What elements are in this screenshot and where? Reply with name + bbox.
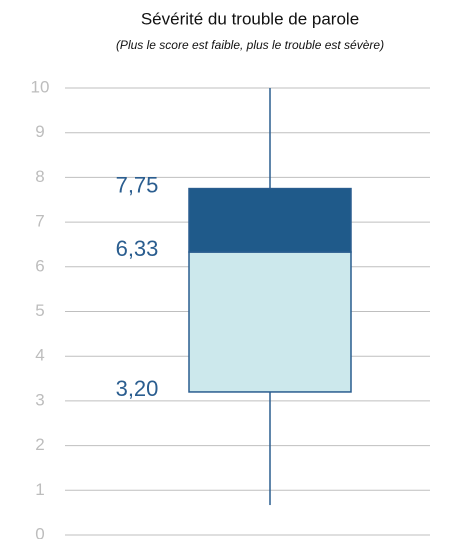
value-label: 7,75 [116, 172, 159, 197]
y-tick-label: 6 [35, 256, 44, 275]
y-tick-label: 10 [31, 77, 50, 96]
box-upper [188, 187, 352, 253]
y-tick-label: 5 [35, 301, 44, 320]
chart-subtitle: (Plus le score est faible, plus le troub… [116, 38, 384, 52]
y-tick-label: 8 [35, 167, 44, 186]
y-tick-label: 4 [35, 346, 44, 365]
box-lower [188, 251, 352, 393]
value-label: 3,20 [116, 376, 159, 401]
value-label: 6,33 [116, 236, 159, 261]
y-tick-label: 1 [35, 480, 44, 499]
y-tick-label: 2 [35, 435, 44, 454]
y-tick-label: 3 [35, 390, 44, 409]
y-tick-label: 9 [35, 122, 44, 141]
chart-title: Sévérité du trouble de parole [141, 9, 359, 28]
y-tick-label: 0 [35, 524, 44, 539]
y-tick-label: 7 [35, 212, 44, 231]
